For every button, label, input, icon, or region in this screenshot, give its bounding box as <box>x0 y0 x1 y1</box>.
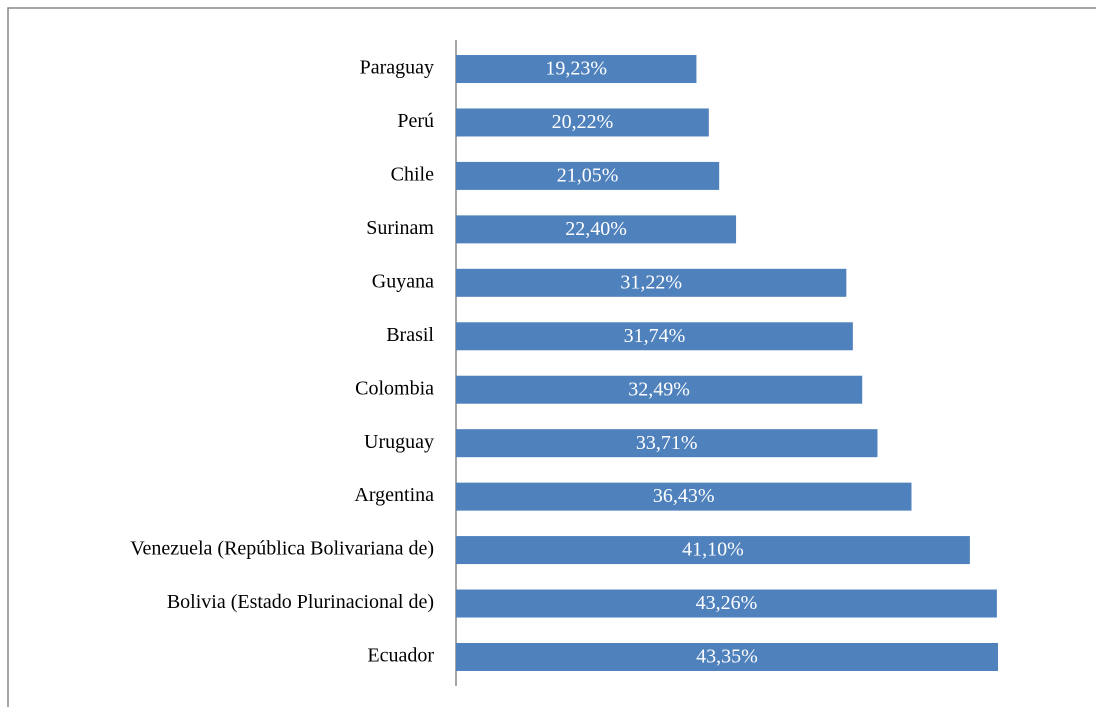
y-tick-label: Argentina <box>354 484 434 506</box>
y-tick-label: Surinam <box>366 217 434 239</box>
data-label: 41,10% <box>682 539 744 561</box>
y-tick-label: Venezuela (República Bolivariana de) <box>130 538 434 560</box>
y-tick-label: Brasil <box>386 324 434 346</box>
bar <box>456 375 863 404</box>
y-tick-label: Perú <box>397 110 434 132</box>
y-tick-label: Uruguay <box>364 431 434 453</box>
data-label: 36,43% <box>653 485 715 507</box>
data-label: 22,40% <box>565 218 627 240</box>
bar <box>456 589 997 618</box>
bar <box>456 322 853 351</box>
data-label: 21,05% <box>557 165 619 187</box>
y-tick-label: Paraguay <box>360 57 434 79</box>
data-label: 43,26% <box>696 592 758 614</box>
data-label: 31,22% <box>620 271 682 293</box>
bar <box>456 55 697 84</box>
bar <box>456 161 720 190</box>
bar <box>456 268 847 297</box>
data-label: 32,49% <box>628 378 690 400</box>
y-tick-label: Ecuador <box>367 645 434 667</box>
y-tick-label: Bolivia (Estado Plurinacional de) <box>167 591 434 613</box>
bar <box>456 482 912 511</box>
data-label: 33,71% <box>636 432 698 454</box>
bar <box>456 429 878 458</box>
bar <box>456 108 709 137</box>
y-tick-label: Guyana <box>372 270 434 292</box>
y-tick-label: Chile <box>391 164 434 186</box>
bar <box>456 215 737 244</box>
y-tick-label: Colombia <box>355 377 434 399</box>
data-label: 19,23% <box>545 58 607 80</box>
data-label: 20,22% <box>552 111 614 133</box>
bar <box>456 642 998 671</box>
data-label: 31,74% <box>624 325 686 347</box>
data-label: 43,35% <box>696 646 758 668</box>
bar <box>456 536 970 565</box>
